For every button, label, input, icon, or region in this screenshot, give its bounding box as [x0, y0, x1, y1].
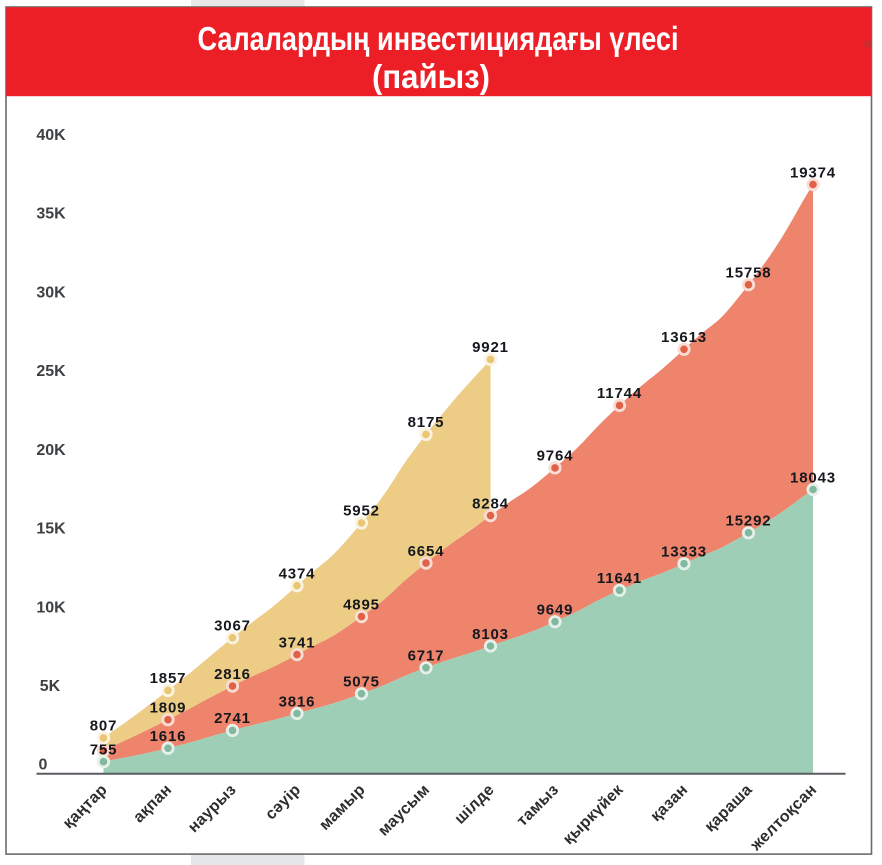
svg-text:8103: 8103 — [472, 626, 509, 643]
svg-text:1616: 1616 — [150, 728, 187, 745]
svg-text:9921: 9921 — [472, 339, 509, 356]
svg-text:4895: 4895 — [343, 596, 380, 613]
svg-text:20K: 20K — [36, 442, 66, 459]
svg-text:35K: 35K — [36, 206, 66, 223]
svg-text:3741: 3741 — [279, 634, 316, 651]
svg-text:30K: 30K — [36, 284, 66, 301]
svg-text:19374: 19374 — [790, 164, 836, 181]
svg-text:13613: 13613 — [661, 329, 707, 346]
svg-text:11641: 11641 — [597, 570, 642, 587]
svg-text:3816: 3816 — [279, 693, 316, 710]
svg-text:18043: 18043 — [790, 469, 836, 486]
svg-text:807: 807 — [90, 718, 118, 735]
svg-text:1857: 1857 — [150, 670, 187, 687]
svg-text:11744: 11744 — [597, 385, 642, 402]
svg-text:1809: 1809 — [150, 700, 187, 717]
svg-text:9764: 9764 — [537, 448, 574, 465]
svg-text:5075: 5075 — [343, 674, 380, 691]
svg-text:10K: 10K — [36, 599, 66, 616]
svg-text:4374: 4374 — [279, 566, 316, 583]
svg-text:6717: 6717 — [408, 648, 445, 665]
svg-text:8175: 8175 — [408, 414, 445, 431]
svg-text:40K: 40K — [36, 127, 66, 144]
svg-text:9649: 9649 — [537, 602, 574, 619]
svg-text:2816: 2816 — [214, 666, 251, 683]
svg-text:3067: 3067 — [214, 618, 251, 635]
svg-text:2741: 2741 — [214, 710, 251, 727]
svg-text:0: 0 — [39, 757, 48, 774]
svg-text:8284: 8284 — [472, 495, 509, 512]
svg-text:Салалардың инвестициядағы үлес: Салалардың инвестициядағы үлесі — [198, 20, 679, 57]
svg-text:25K: 25K — [36, 363, 66, 380]
svg-text:(пайыз): (пайыз) — [372, 58, 490, 95]
svg-text:755: 755 — [90, 742, 118, 759]
svg-text:6654: 6654 — [408, 543, 445, 560]
svg-text:15K: 15K — [36, 521, 66, 538]
svg-text:5K: 5K — [40, 678, 61, 695]
svg-text:15292: 15292 — [726, 513, 772, 530]
svg-text:13333: 13333 — [661, 544, 707, 561]
svg-text:5952: 5952 — [343, 503, 380, 520]
svg-text:15758: 15758 — [726, 265, 772, 282]
